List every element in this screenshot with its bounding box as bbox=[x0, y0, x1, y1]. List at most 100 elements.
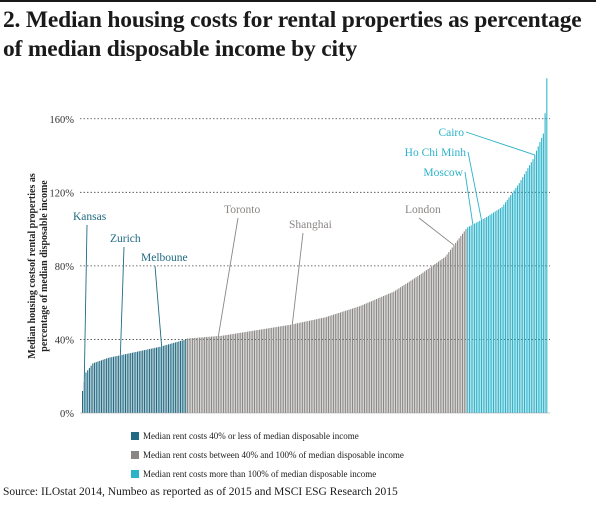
bar bbox=[178, 341, 180, 413]
bar bbox=[97, 361, 99, 413]
bar bbox=[486, 216, 488, 413]
bar bbox=[539, 142, 541, 413]
annotation-leader bbox=[291, 232, 304, 325]
bar bbox=[145, 349, 147, 413]
bar bbox=[204, 337, 206, 413]
bar bbox=[264, 328, 266, 413]
bar bbox=[345, 310, 347, 413]
bar bbox=[346, 310, 348, 413]
bar bbox=[303, 321, 305, 413]
bar bbox=[154, 347, 156, 413]
title-rule bbox=[0, 0, 596, 2]
bar bbox=[487, 215, 489, 413]
bar bbox=[491, 213, 493, 413]
bar bbox=[161, 346, 163, 413]
bar bbox=[167, 344, 170, 413]
annotation-leader bbox=[418, 217, 455, 246]
bar bbox=[104, 359, 106, 413]
bar bbox=[396, 289, 398, 413]
bar bbox=[391, 292, 393, 413]
annotation-leader bbox=[83, 224, 88, 382]
bar bbox=[107, 357, 109, 413]
bar bbox=[431, 266, 433, 413]
y-tick-label: 40% bbox=[55, 335, 75, 346]
bar bbox=[241, 332, 243, 413]
bar bbox=[207, 336, 209, 413]
bar bbox=[308, 320, 311, 413]
bar bbox=[341, 311, 343, 413]
annotation-leader bbox=[467, 151, 482, 221]
bar bbox=[286, 325, 288, 413]
bar bbox=[480, 219, 483, 413]
bar bbox=[374, 299, 376, 413]
bar bbox=[248, 331, 250, 413]
bar bbox=[262, 329, 264, 413]
bar bbox=[463, 231, 465, 413]
bar bbox=[112, 356, 115, 413]
bar bbox=[229, 334, 231, 413]
bar bbox=[419, 275, 421, 413]
bar bbox=[326, 316, 328, 413]
bar bbox=[508, 197, 510, 413]
bar bbox=[475, 222, 477, 413]
bar bbox=[405, 283, 407, 413]
bar bbox=[95, 362, 97, 413]
bar bbox=[295, 323, 297, 413]
y-axis-label: Median housing costsof rental properties… bbox=[27, 173, 50, 359]
bar bbox=[265, 328, 268, 413]
bar bbox=[198, 337, 200, 413]
bar bbox=[284, 325, 286, 413]
bar bbox=[300, 322, 302, 413]
bar bbox=[511, 192, 513, 413]
bar bbox=[185, 339, 187, 413]
bar bbox=[444, 256, 446, 413]
bar bbox=[123, 354, 125, 413]
bar bbox=[324, 317, 326, 413]
bar bbox=[331, 315, 333, 413]
bar bbox=[520, 180, 522, 413]
bar bbox=[456, 240, 458, 413]
bar bbox=[412, 279, 414, 413]
bar bbox=[343, 311, 345, 413]
bar bbox=[529, 165, 531, 413]
source-note: Source: ILOstat 2014, Numbeo as reported… bbox=[3, 486, 398, 498]
bar bbox=[159, 346, 161, 413]
bar bbox=[458, 238, 460, 413]
bar bbox=[437, 261, 440, 413]
bar bbox=[176, 341, 178, 413]
bar bbox=[252, 330, 254, 413]
legend-swatch bbox=[131, 469, 139, 478]
bar bbox=[126, 353, 128, 413]
bar bbox=[367, 302, 369, 413]
annotation-label: Melboune bbox=[141, 252, 188, 264]
bar bbox=[393, 291, 395, 413]
bar bbox=[503, 204, 505, 413]
bar bbox=[451, 247, 453, 413]
y-tick-label: 160% bbox=[50, 115, 75, 126]
bar bbox=[369, 301, 371, 413]
bar bbox=[283, 325, 285, 413]
annotation-label: Moscow bbox=[423, 167, 463, 179]
bar bbox=[381, 296, 383, 413]
bar bbox=[250, 331, 252, 413]
legend-swatch bbox=[131, 450, 139, 459]
bar bbox=[427, 268, 429, 413]
bar bbox=[348, 309, 350, 413]
bar bbox=[150, 348, 152, 413]
annotation-leader bbox=[217, 217, 239, 337]
bar bbox=[188, 338, 190, 413]
bar bbox=[238, 333, 240, 413]
bar bbox=[420, 273, 422, 413]
bar bbox=[317, 318, 319, 413]
bar bbox=[155, 347, 158, 413]
bar bbox=[465, 229, 467, 413]
bar bbox=[372, 300, 374, 413]
bar bbox=[422, 272, 424, 413]
bar bbox=[496, 210, 498, 413]
bar bbox=[174, 342, 176, 413]
bar bbox=[293, 324, 295, 413]
legend-label: Median rent costs more than 100% of medi… bbox=[143, 468, 377, 479]
bar bbox=[443, 257, 445, 413]
annotation-leader bbox=[154, 265, 163, 347]
